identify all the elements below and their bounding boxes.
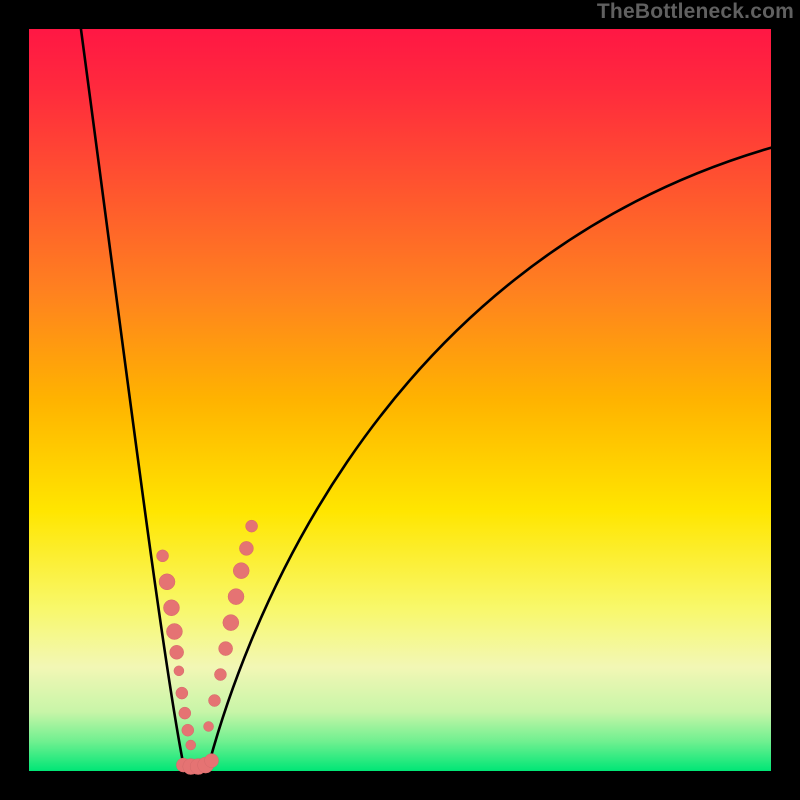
bottleneck-chart-svg [0, 0, 800, 800]
curve-marker [163, 600, 179, 616]
curve-marker [214, 669, 226, 681]
curve-marker [186, 740, 196, 750]
curve-marker [205, 754, 219, 768]
curve-marker [233, 563, 249, 579]
curve-marker [239, 541, 253, 555]
curve-marker [246, 520, 258, 532]
curve-marker [228, 589, 244, 605]
curve-marker [219, 642, 233, 656]
curve-marker [209, 695, 221, 707]
watermark-label: TheBottleneck.com [597, 0, 794, 24]
curve-marker [166, 624, 182, 640]
gradient-background [29, 29, 771, 771]
curve-marker [174, 666, 184, 676]
curve-marker [170, 645, 184, 659]
curve-marker [182, 724, 194, 736]
curve-marker [179, 707, 191, 719]
curve-marker [204, 721, 214, 731]
curve-marker [176, 687, 188, 699]
curve-marker [223, 615, 239, 631]
chart-stage: TheBottleneck.com [0, 0, 800, 800]
curve-marker [157, 550, 169, 562]
curve-marker [159, 574, 175, 590]
